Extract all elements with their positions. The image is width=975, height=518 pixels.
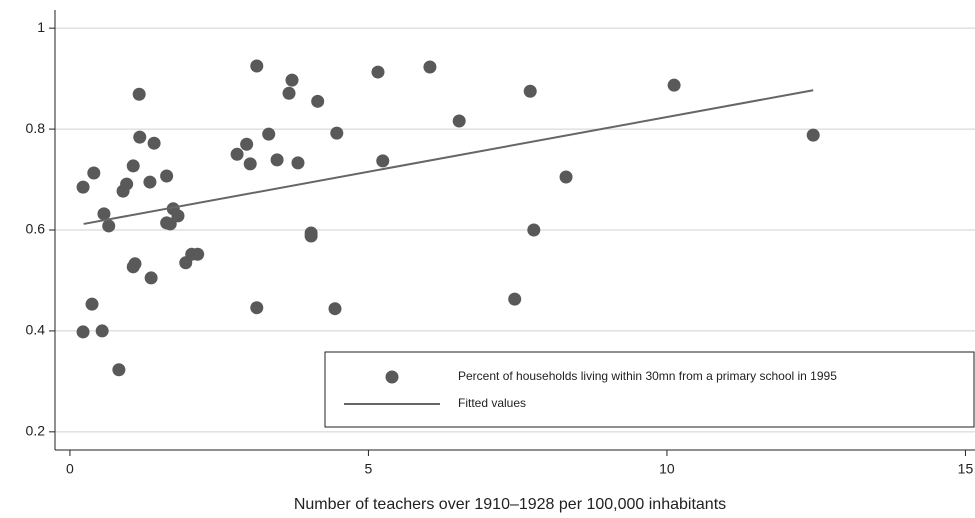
point [133, 130, 147, 144]
point [143, 175, 157, 189]
point [76, 180, 90, 194]
fitted-line [83, 89, 814, 225]
legend-label: Percent of households living within 30mn… [458, 369, 837, 383]
point [163, 217, 177, 231]
point [508, 292, 522, 306]
point [270, 153, 284, 167]
point [282, 86, 296, 100]
point [240, 137, 254, 151]
point [452, 114, 466, 128]
point [97, 207, 111, 221]
y-tick-label: 0.8 [26, 120, 46, 136]
point [328, 302, 342, 316]
point [262, 127, 276, 141]
point [126, 159, 140, 173]
point [87, 166, 101, 180]
point [523, 84, 537, 98]
point [423, 60, 437, 74]
point [243, 157, 257, 171]
point [95, 324, 109, 338]
x-tick-label: 0 [66, 461, 74, 477]
point [160, 169, 174, 183]
x-tick-label: 5 [365, 461, 373, 477]
legend-marker [385, 370, 399, 384]
y-tick-label: 0.2 [26, 423, 46, 439]
point [371, 65, 385, 79]
point [120, 177, 134, 191]
y-tick-label: 0.4 [26, 322, 46, 338]
x-tick-label: 10 [659, 461, 675, 477]
x-tick-label: 15 [958, 461, 974, 477]
point [311, 94, 325, 108]
point [147, 136, 161, 150]
point [132, 87, 146, 101]
point [806, 128, 820, 142]
point [230, 147, 244, 161]
y-tick-label: 1 [37, 19, 45, 35]
point [112, 363, 126, 377]
point [144, 271, 158, 285]
point [304, 229, 318, 243]
point [667, 78, 681, 92]
point [376, 154, 390, 168]
point [250, 59, 264, 73]
point [85, 297, 99, 311]
y-tick-label: 0.6 [26, 221, 46, 237]
point [330, 126, 344, 140]
point [102, 219, 116, 233]
point [559, 170, 573, 184]
point [285, 73, 299, 87]
point [191, 247, 205, 261]
legend-box [324, 351, 975, 428]
x-axis-label: Number of teachers over 1910–1928 per 10… [294, 496, 726, 513]
point [128, 257, 142, 271]
point [291, 156, 305, 170]
point [171, 209, 185, 223]
point [76, 325, 90, 339]
point [250, 301, 264, 315]
legend-label: Fitted values [458, 396, 526, 410]
legend: Percent of households living within 30mn… [324, 351, 975, 428]
point [527, 223, 541, 237]
